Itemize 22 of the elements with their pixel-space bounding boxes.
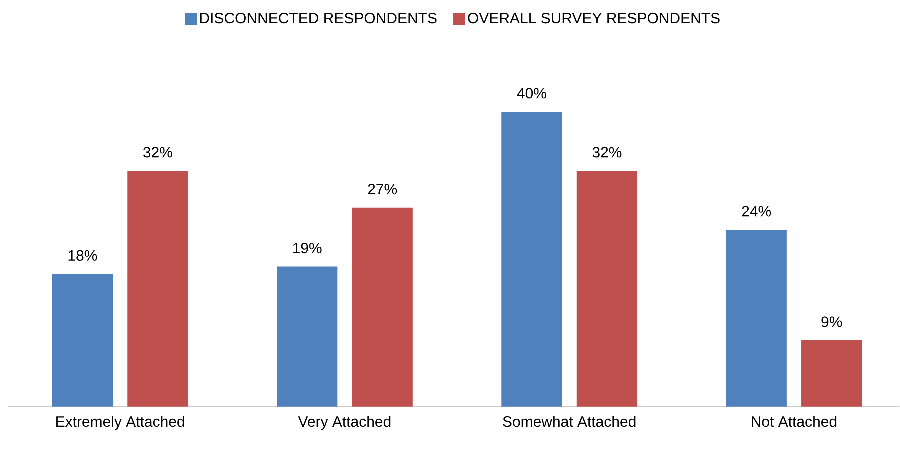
data-label: 40%	[517, 88, 546, 99]
legend-label: DISCONNECTED RESPONDENTS	[200, 13, 437, 24]
data-label: 9%	[822, 316, 842, 328]
bar	[352, 208, 413, 407]
data-label: 32%	[144, 147, 172, 158]
bar	[576, 171, 638, 407]
x-tick-label: Extremely Attached	[56, 416, 184, 430]
bar	[277, 266, 338, 407]
bar	[52, 274, 114, 407]
x-tick-label: Somewhat Attached	[503, 416, 636, 428]
bar	[802, 340, 862, 407]
legend-label: OVERALL SURVEY RESPONDENTS	[468, 13, 720, 24]
bar	[128, 171, 188, 407]
bar	[726, 230, 787, 407]
data-label: 32%	[592, 147, 622, 158]
x-tick-label: Not Attached	[752, 416, 837, 428]
data-label: 18%	[68, 250, 98, 262]
data-label: 27%	[368, 184, 398, 195]
x-tick-label: Very Attached	[298, 416, 391, 430]
bar	[502, 112, 562, 407]
data-label: 24%	[742, 206, 772, 217]
data-label: 19%	[293, 243, 322, 254]
